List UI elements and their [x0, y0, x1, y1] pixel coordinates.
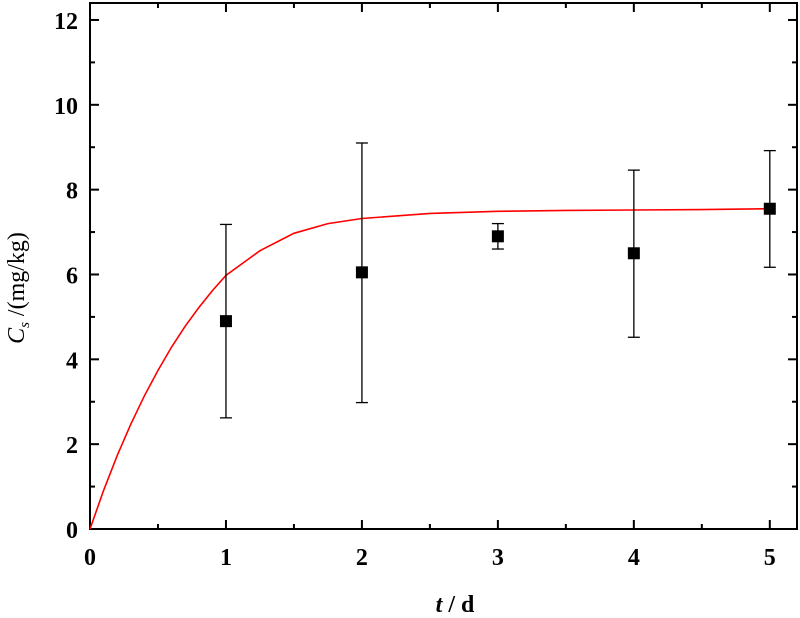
data-point [491, 230, 504, 243]
y-axis-title: Cs /(mg/kg) [4, 232, 33, 344]
data-point [627, 247, 640, 260]
y-axis-var: C [4, 327, 30, 344]
data-point [763, 202, 776, 215]
x-tick-label: 1 [220, 545, 232, 571]
x-axis-sep: / [442, 592, 461, 618]
data-point [219, 315, 232, 328]
x-tick-label: 0 [84, 545, 96, 571]
y-tick-label: 4 [66, 348, 78, 374]
data-points-layer [219, 202, 776, 328]
y-tick-label: 8 [66, 179, 78, 205]
x-tick-label: 2 [356, 545, 368, 571]
y-tick-label: 6 [66, 263, 78, 289]
y-axis-subscript: s [17, 322, 33, 328]
y-tick-label: 0 [66, 518, 78, 544]
x-tick-label: 4 [628, 545, 640, 571]
fit-curve [89, 207, 770, 530]
x-tick-label: 5 [764, 545, 776, 571]
y-axis-unit: /(mg/kg) [4, 232, 30, 322]
y-tick-label: 2 [66, 433, 78, 459]
data-point [355, 266, 368, 279]
x-axis-unit: d [461, 592, 475, 618]
axes [89, 2, 798, 530]
x-tick-label: 3 [492, 545, 504, 571]
error-bars-layer [219, 142, 776, 419]
x-axis-var: t [436, 592, 444, 618]
plot-frame [89, 2, 798, 530]
y-tick-label: 12 [54, 9, 78, 35]
fit-curve-layer [89, 207, 770, 530]
y-tick-label: 10 [54, 94, 78, 120]
x-axis-title: t / d [436, 592, 475, 618]
